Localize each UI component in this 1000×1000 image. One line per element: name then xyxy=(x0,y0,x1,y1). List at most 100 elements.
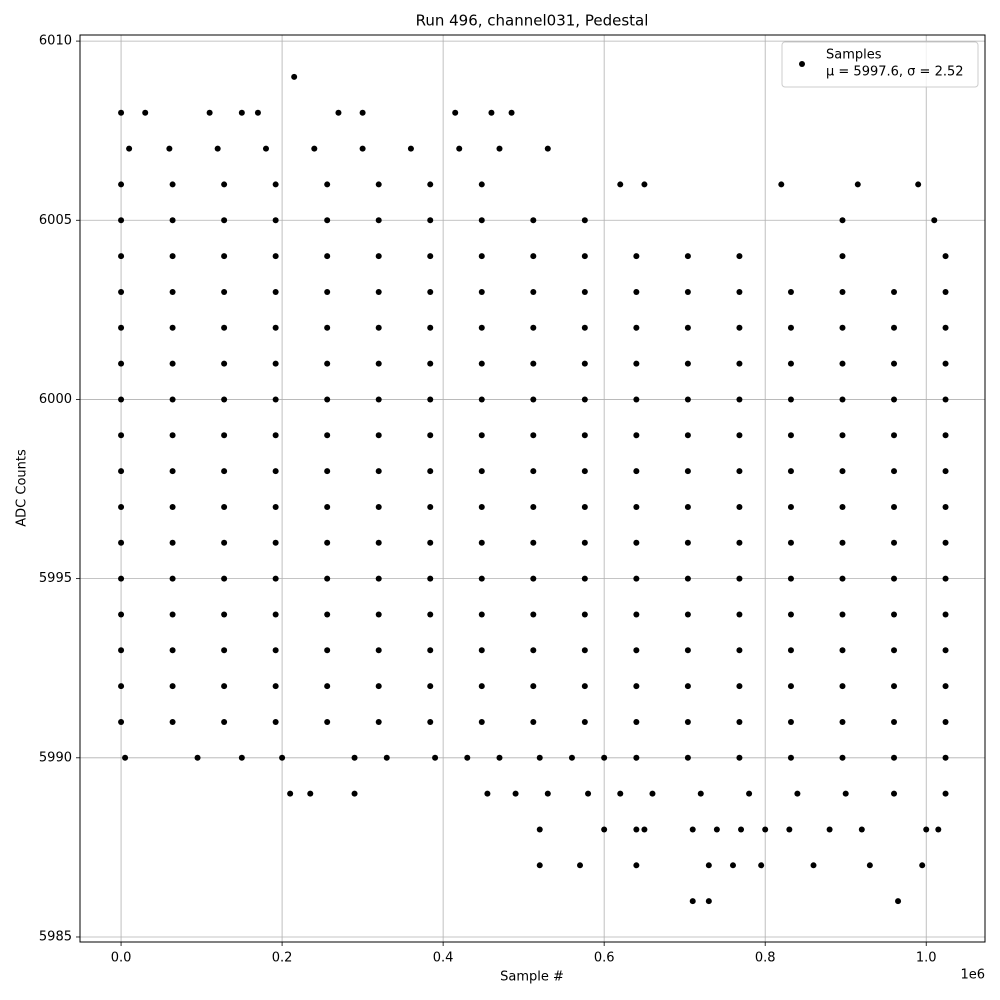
data-point xyxy=(839,432,846,439)
data-point xyxy=(324,611,331,618)
data-point xyxy=(335,109,342,116)
data-point xyxy=(787,647,794,654)
data-point xyxy=(118,360,125,367)
data-point xyxy=(787,611,794,618)
data-point xyxy=(456,145,463,152)
data-point xyxy=(238,754,245,761)
data-point xyxy=(118,109,125,116)
data-point xyxy=(633,253,640,260)
data-point xyxy=(272,288,279,295)
data-point xyxy=(478,575,485,582)
data-point xyxy=(118,217,125,224)
data-point xyxy=(427,288,434,295)
data-point xyxy=(169,647,176,654)
data-point xyxy=(118,468,125,475)
data-point xyxy=(221,575,228,582)
data-point xyxy=(530,432,537,439)
data-point xyxy=(142,109,149,116)
x-tick-label: 0.2 xyxy=(272,951,293,966)
data-point xyxy=(581,432,588,439)
data-point xyxy=(221,503,228,510)
legend-note: μ = 5997.6, σ = 2.52 xyxy=(826,65,964,80)
data-point xyxy=(633,647,640,654)
data-point xyxy=(839,539,846,546)
data-point xyxy=(633,324,640,331)
data-point xyxy=(478,539,485,546)
data-point xyxy=(307,790,314,797)
data-point xyxy=(684,718,691,725)
data-point xyxy=(427,683,434,690)
data-point xyxy=(221,396,228,403)
data-point xyxy=(891,468,898,475)
data-point xyxy=(118,324,125,331)
data-point xyxy=(895,898,902,905)
data-point xyxy=(633,432,640,439)
y-tick-label: 5995 xyxy=(39,571,72,586)
data-point xyxy=(324,324,331,331)
data-point xyxy=(633,360,640,367)
x-tick-label: 0.0 xyxy=(111,951,132,966)
data-point xyxy=(684,324,691,331)
data-point xyxy=(839,503,846,510)
data-point xyxy=(581,503,588,510)
data-point xyxy=(478,253,485,260)
data-point xyxy=(581,360,588,367)
data-point xyxy=(891,360,898,367)
y-tick-label: 5985 xyxy=(39,929,72,944)
data-point xyxy=(787,683,794,690)
data-point xyxy=(633,611,640,618)
data-point xyxy=(787,396,794,403)
data-point xyxy=(891,288,898,295)
data-point xyxy=(432,754,439,761)
data-point xyxy=(736,503,743,510)
data-point xyxy=(221,611,228,618)
data-point xyxy=(279,754,286,761)
data-point xyxy=(530,611,537,618)
data-point xyxy=(891,396,898,403)
data-point xyxy=(478,683,485,690)
data-point xyxy=(221,217,228,224)
data-point xyxy=(942,611,949,618)
data-point xyxy=(530,468,537,475)
data-point xyxy=(530,718,537,725)
data-point xyxy=(633,539,640,546)
data-point xyxy=(478,181,485,188)
legend-label: Samples xyxy=(826,48,882,63)
data-point xyxy=(736,468,743,475)
data-point xyxy=(684,575,691,582)
data-point xyxy=(568,754,575,761)
x-tick-label: 0.4 xyxy=(433,951,454,966)
data-point xyxy=(736,539,743,546)
data-point xyxy=(359,109,366,116)
x-tick-label: 0.8 xyxy=(755,951,776,966)
data-point xyxy=(684,288,691,295)
data-point xyxy=(452,109,459,116)
data-point xyxy=(375,432,382,439)
data-point xyxy=(221,324,228,331)
data-point xyxy=(407,145,414,152)
data-point xyxy=(891,539,898,546)
data-point xyxy=(375,324,382,331)
data-point xyxy=(536,826,543,833)
data-point xyxy=(581,683,588,690)
data-point xyxy=(169,181,176,188)
y-axis-label: ADC Counts xyxy=(15,449,30,527)
data-point xyxy=(221,718,228,725)
data-point xyxy=(787,539,794,546)
data-point xyxy=(684,539,691,546)
data-point xyxy=(633,718,640,725)
data-point xyxy=(324,217,331,224)
data-point xyxy=(478,611,485,618)
data-point xyxy=(221,683,228,690)
y-tick-label: 6000 xyxy=(39,392,72,407)
data-point xyxy=(684,468,691,475)
data-point xyxy=(254,109,261,116)
y-tick-label: 6010 xyxy=(39,34,72,49)
data-point xyxy=(530,253,537,260)
data-point xyxy=(762,826,769,833)
data-point xyxy=(272,503,279,510)
data-point xyxy=(272,217,279,224)
data-point xyxy=(512,790,519,797)
data-point xyxy=(839,253,846,260)
data-point xyxy=(169,575,176,582)
